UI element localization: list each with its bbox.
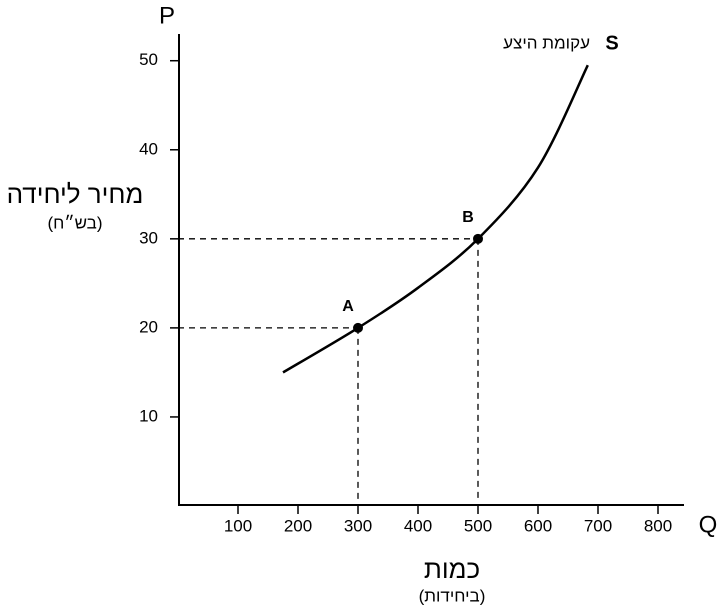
x-tick-label: 200: [284, 516, 312, 535]
x-tick-label: 600: [524, 516, 552, 535]
y-label: מחיר ליחידה: [7, 179, 144, 209]
supply-curve: [282, 64, 589, 374]
y-tick-label: 40: [139, 139, 158, 158]
x-tick-label: 500: [464, 516, 492, 535]
point: [353, 322, 363, 333]
x-tick-label: 800: [644, 516, 672, 535]
y-label-unit: (בש״ח): [47, 213, 102, 232]
y-tick-label: 30: [139, 228, 158, 247]
x-tick-label: 100: [224, 516, 252, 535]
x-label: כמות: [424, 554, 480, 584]
y-tick-label: 20: [139, 317, 158, 336]
curve-label: S: [605, 32, 618, 54]
x-tick-label: 700: [584, 516, 612, 535]
x-tick-label: 300: [344, 516, 372, 535]
x-tick-label: 400: [404, 516, 432, 535]
point-label: A: [342, 298, 354, 315]
x-label-unit: (ביחידות): [419, 586, 486, 605]
y-tick-label: 50: [139, 50, 158, 69]
point: [473, 233, 483, 244]
x-axis-symbol: Q: [699, 511, 718, 538]
y-axis-symbol: P: [159, 2, 175, 29]
curve-name: עקומת היצע: [503, 34, 590, 53]
y-tick-label: 10: [139, 406, 158, 425]
point-label: B: [462, 209, 474, 226]
